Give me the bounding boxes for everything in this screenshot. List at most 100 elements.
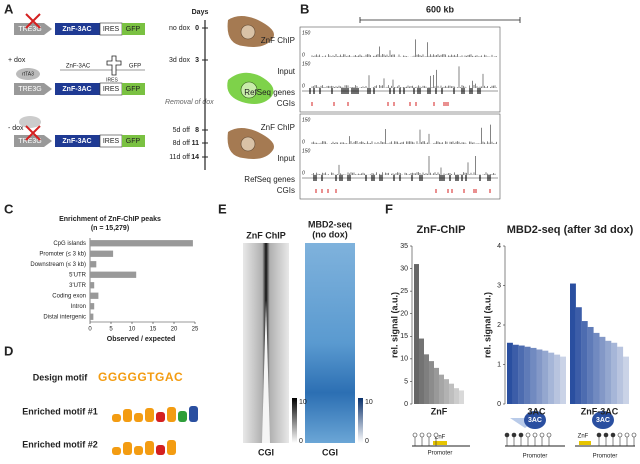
bar xyxy=(90,271,137,278)
panel-letter: F xyxy=(385,201,393,216)
bar xyxy=(560,356,566,404)
motif-label: Enriched motif #1 xyxy=(22,406,98,416)
logo-letter xyxy=(123,442,132,455)
label: GFP xyxy=(126,138,141,145)
bar xyxy=(459,390,464,404)
y-tick-label: CpG islands xyxy=(53,241,86,247)
label: IRES xyxy=(103,26,120,33)
motif-logos xyxy=(112,406,198,455)
cpg xyxy=(603,432,609,438)
bar xyxy=(439,374,444,404)
bar xyxy=(570,283,576,404)
heatmap-gap xyxy=(262,300,270,443)
day: 3 xyxy=(195,57,199,64)
label: ZnF-3AC xyxy=(62,26,91,33)
track-label: CGIs xyxy=(277,99,295,108)
label: Promoter xyxy=(523,454,548,460)
panel-letter: E xyxy=(218,201,227,216)
signal xyxy=(311,66,497,88)
bar xyxy=(90,303,95,310)
track-scale: 150 xyxy=(302,117,311,123)
condition: 8d off xyxy=(173,140,190,147)
x-tick-label: 0 xyxy=(88,327,92,333)
scale-label: 600 kb xyxy=(426,4,455,14)
panel-e: E ZnF ChIP MBD2-seq (no dox) 10 0 10 0 C… xyxy=(218,201,373,457)
logo-letter xyxy=(156,445,165,455)
x-axis-label: Observed / expected xyxy=(107,336,175,343)
bar xyxy=(90,261,97,268)
promoter xyxy=(14,135,52,147)
panel-f: F ZnF Promoter 3AC Promoter ZnF 3AC Prom… xyxy=(385,201,637,460)
scale-bar xyxy=(359,17,521,23)
x-axis-label: CGI xyxy=(322,447,338,457)
bar xyxy=(512,344,519,404)
reporter xyxy=(122,83,145,95)
label: IRES xyxy=(103,138,120,145)
bar xyxy=(424,354,429,404)
design-motif: GGGGGTGAC xyxy=(98,370,183,384)
track-scale: 0 xyxy=(302,83,305,89)
cpg xyxy=(433,432,439,438)
construct: TRE3G ZnF-3AC IRES GFP xyxy=(14,13,145,36)
panel-letter: B xyxy=(300,1,309,16)
bar xyxy=(605,340,612,404)
cpg xyxy=(532,432,538,438)
label: IRES xyxy=(103,86,120,93)
cpg xyxy=(504,432,510,438)
cpg xyxy=(617,432,623,438)
cpg xyxy=(511,432,517,438)
cgis xyxy=(311,102,449,106)
cpg xyxy=(419,432,425,438)
bar xyxy=(587,326,594,404)
label: rtTA3 xyxy=(22,71,34,77)
bar xyxy=(548,352,555,404)
x-tick-label: 5 xyxy=(109,327,113,333)
bar xyxy=(90,313,94,320)
x-tick-label: 10 xyxy=(129,327,136,333)
nucleus xyxy=(240,136,256,152)
label: GFP xyxy=(126,26,141,33)
y-tick-label: Coding exon xyxy=(52,293,86,299)
label: ZnF-3AC xyxy=(66,64,91,70)
genes xyxy=(313,175,491,181)
y-axis-label: rel. signal (a.u.) xyxy=(389,292,399,358)
y-tick-label: 3'UTR xyxy=(69,283,86,289)
znf-box xyxy=(579,441,591,445)
condition: 3d dox xyxy=(169,57,191,64)
cpg-sites xyxy=(412,432,637,446)
track-label: ZnF ChIP xyxy=(261,36,295,45)
track-label: CGIs xyxy=(277,186,295,195)
y-tick-label: 10 xyxy=(400,356,408,363)
label: 3AC xyxy=(528,417,542,424)
logo-letter xyxy=(145,408,154,422)
bar xyxy=(524,346,531,404)
logo-letter xyxy=(167,407,176,422)
cpg xyxy=(596,432,602,438)
label: ZnF-3AC xyxy=(62,138,91,145)
logo-letter xyxy=(156,412,165,422)
bar xyxy=(581,321,588,404)
y-tick-label: 2 xyxy=(497,322,501,329)
y-tick-label: 15 xyxy=(400,333,408,340)
track-scale: 150 xyxy=(302,148,311,154)
ac-shape xyxy=(592,411,614,429)
day: 8 xyxy=(195,127,199,134)
condition: + dox xyxy=(8,57,26,64)
panel-a: A TRE3G ZnF-3AC IRES GFP + dox rtTA3 ZnF… xyxy=(4,1,274,170)
track-label: RefSeq genes xyxy=(244,175,295,184)
logo-letter xyxy=(134,413,143,422)
x-tick-label: 25 xyxy=(192,327,199,333)
y-tick-label: 3 xyxy=(497,282,501,289)
gene xyxy=(55,135,100,147)
chart-subtitle: (n = 15,279) xyxy=(91,225,129,232)
y-tick-label: Distal intergenic xyxy=(43,314,86,320)
bar xyxy=(90,292,99,299)
label: ZnF xyxy=(435,435,446,441)
label: TRE3G xyxy=(18,86,41,93)
cpg xyxy=(539,432,545,438)
activator-shape xyxy=(16,68,40,80)
track-scale: 150 xyxy=(302,61,311,67)
label: GFP xyxy=(129,64,141,70)
bar xyxy=(617,346,624,404)
